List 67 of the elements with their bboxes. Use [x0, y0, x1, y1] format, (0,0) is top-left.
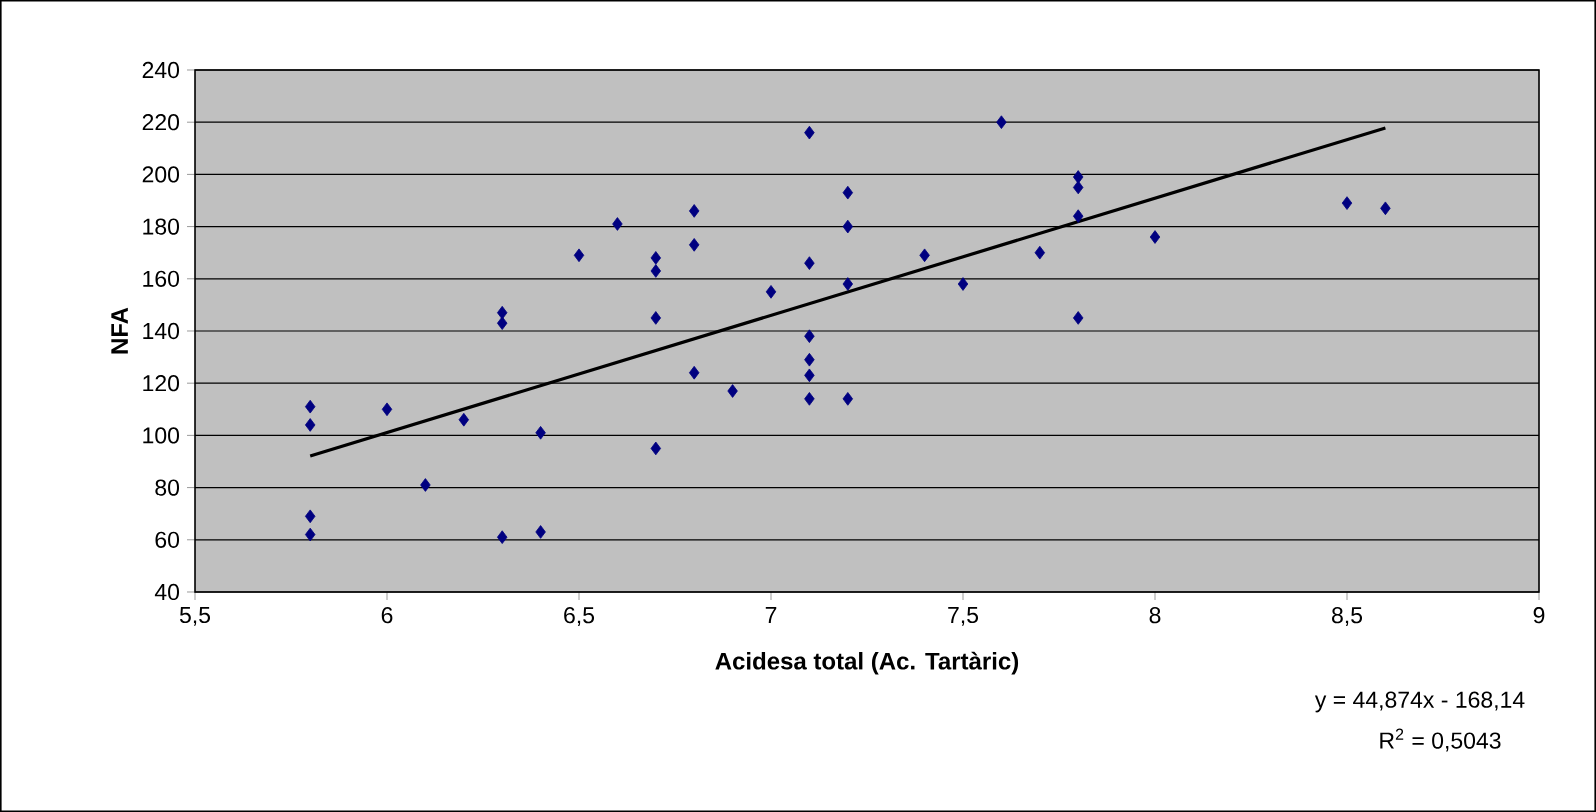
point	[497, 316, 508, 330]
point	[381, 402, 393, 417]
point	[458, 412, 469, 427]
x-tick-label: 5,5	[179, 607, 211, 626]
point	[305, 509, 316, 524]
point	[689, 204, 700, 218]
point	[497, 530, 508, 544]
x-tick-label: 7,5	[948, 607, 979, 626]
y-axis-title: NFA	[111, 307, 128, 354]
point	[919, 248, 930, 263]
point	[650, 251, 662, 265]
point	[1149, 230, 1161, 244]
point	[650, 441, 662, 456]
point	[420, 478, 431, 492]
point	[305, 527, 316, 542]
point	[804, 368, 815, 383]
y-tick-label: 80	[155, 479, 180, 496]
point	[497, 305, 508, 320]
point	[650, 311, 662, 325]
point	[535, 525, 546, 539]
point	[1073, 180, 1084, 195]
point	[1341, 196, 1353, 210]
x-tick-label: 8	[1149, 607, 1161, 624]
point	[957, 277, 969, 291]
y-tick-label: 180	[143, 218, 180, 235]
y-tick-label: 120	[143, 375, 180, 392]
point	[689, 238, 700, 252]
point	[650, 264, 662, 278]
point	[573, 248, 585, 263]
y-tick-label: 160	[143, 270, 180, 287]
point	[1073, 170, 1084, 184]
point	[535, 425, 546, 440]
y-tick-label: 140	[143, 322, 180, 340]
x-tick-label: 8,5	[1332, 607, 1363, 627]
point	[842, 185, 854, 200]
point	[842, 219, 854, 234]
x-tick-label: 6,5	[564, 607, 595, 627]
point	[1034, 245, 1046, 260]
point	[689, 365, 700, 380]
text: R$^{2}$ = 0,5043	[1380, 728, 1501, 752]
point	[727, 384, 738, 398]
point	[804, 392, 815, 406]
point	[765, 285, 777, 299]
y-tick-label: 100	[143, 427, 180, 444]
point	[305, 399, 316, 414]
x-tick-label: 9	[1533, 607, 1545, 624]
x-tick-label: 7	[765, 607, 777, 623]
y-tick-label: 40	[154, 583, 180, 601]
point	[804, 125, 815, 140]
y-tick-label: 60	[155, 531, 180, 548]
point	[1073, 209, 1084, 223]
point	[1380, 201, 1391, 216]
x-axis-title: Acidesa total (Ac. Tartàric)	[715, 651, 1019, 675]
y-tick-label: 200	[142, 166, 180, 183]
point	[612, 217, 623, 231]
point	[842, 392, 854, 406]
point	[804, 256, 815, 270]
point	[996, 115, 1007, 129]
text: y = 44,874x - 168,14	[1314, 691, 1525, 713]
y-tick-label: 240	[142, 61, 180, 79]
point	[1073, 311, 1084, 325]
point	[842, 277, 854, 291]
x-tick-label: 6	[381, 607, 393, 624]
point	[804, 329, 815, 343]
point	[305, 418, 316, 432]
point	[804, 352, 815, 367]
y-tick-label: 220	[142, 114, 180, 131]
